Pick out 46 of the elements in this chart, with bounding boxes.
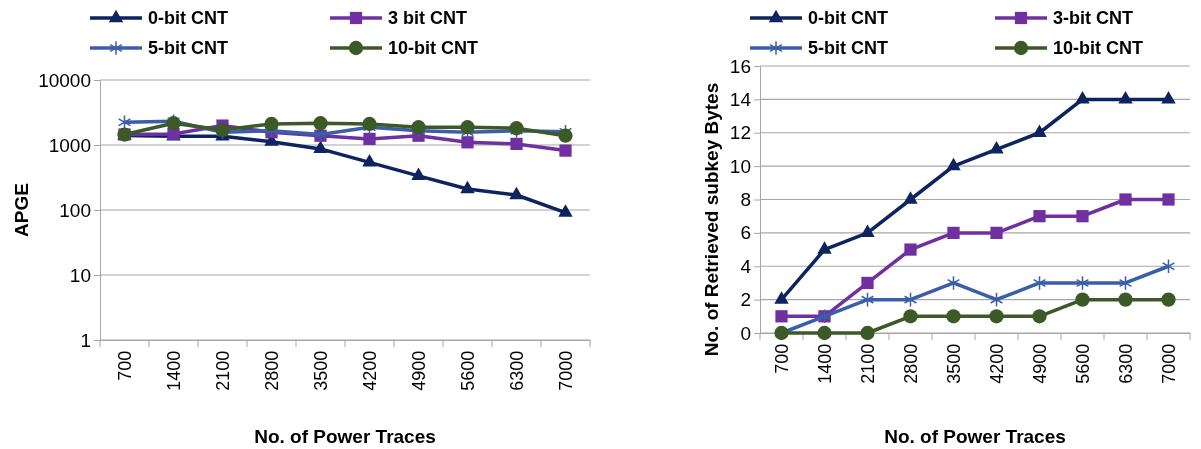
x-tick-label: 700 [114, 350, 135, 381]
y-tick-label: 6 [740, 222, 751, 244]
y-tick-label: 100 [59, 199, 91, 221]
x-tick-label: 5600 [1072, 343, 1093, 384]
y-tick-label: 8 [740, 189, 751, 211]
x-tick-label: 6300 [1115, 343, 1136, 384]
y-tick-label: 10 [69, 264, 91, 286]
legend-label: 10-bit CNT [388, 38, 478, 58]
legend-label: 10-bit CNT [1053, 38, 1143, 58]
x-tick-label: 3500 [310, 350, 331, 391]
x-tick-label: 4900 [408, 350, 429, 391]
y-axis-title: APGE [11, 183, 32, 237]
y-tick-label: 10 [729, 155, 751, 177]
legend-label: 3 bit CNT [388, 8, 467, 28]
x-tick-label: 2800 [261, 350, 282, 391]
y-axis-title: No. of Retrieved subkey Bytes [701, 82, 722, 357]
legend-label: 3-bit CNT [1053, 8, 1133, 28]
x-tick-label: 6300 [506, 350, 527, 391]
y-tick-label: 1000 [48, 134, 91, 156]
y-tick-label: 16 [729, 55, 751, 77]
x-tick-label: 2800 [900, 343, 921, 384]
y-tick-label: 0 [740, 322, 751, 344]
x-tick-label: 7000 [1158, 343, 1179, 384]
x-tick-label: 4200 [359, 350, 380, 391]
x-tick-label: 5600 [457, 350, 478, 391]
y-tick-label: 14 [729, 88, 752, 110]
y-tick-label: 2 [740, 289, 751, 311]
legend-label: 0-bit CNT [808, 8, 888, 28]
x-tick-label: 1400 [814, 343, 835, 384]
legend-label: 0-bit CNT [148, 8, 228, 28]
x-tick-label: 2100 [857, 343, 878, 384]
x-tick-label: 4900 [1029, 343, 1050, 384]
y-tick-label: 12 [729, 122, 751, 144]
y-tick-label: 10000 [38, 69, 91, 91]
x-axis-title: No. of Power Traces [884, 426, 1066, 447]
y-tick-label: 1 [80, 329, 91, 351]
x-tick-label: 3500 [943, 343, 964, 384]
x-tick-label: 2100 [212, 350, 233, 391]
x-tick-label: 7000 [555, 350, 576, 391]
x-tick-label: 700 [771, 343, 792, 374]
legend-label: 5-bit CNT [808, 38, 888, 58]
x-tick-label: 1400 [163, 350, 184, 391]
x-tick-label: 4200 [986, 343, 1007, 384]
legend-label: 5-bit CNT [148, 38, 228, 58]
x-axis-title: No. of Power Traces [254, 426, 436, 447]
y-tick-label: 4 [740, 255, 752, 277]
